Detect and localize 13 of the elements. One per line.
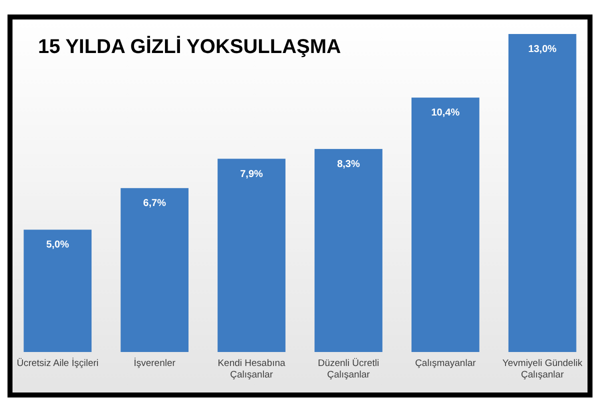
data-label: 5,0% (46, 240, 70, 251)
data-label: 8,3% (337, 158, 360, 170)
x-tick-label: İşverenler (134, 357, 176, 369)
x-tick-label: Düzenli Ücretli Çalışanlar (318, 358, 380, 380)
x-tick-label: Ücretsiz Aile İşçileri (16, 357, 99, 369)
data-label: 7,9% (240, 168, 264, 180)
chart-title: 15 YILDA GİZLİ YOKSULLAŞMA (38, 35, 341, 58)
x-tick-label: Çalışmayanlar (415, 358, 476, 369)
data-label: 13,0% (528, 44, 557, 55)
data-label: 10,4% (431, 108, 460, 119)
data-label: 6,7% (143, 198, 166, 210)
x-tick-label: Yevmiyeli Gündelik Çalışanlar (502, 358, 583, 380)
x-tick-label: Kendi Hesabına Çalışanlar (218, 358, 286, 380)
